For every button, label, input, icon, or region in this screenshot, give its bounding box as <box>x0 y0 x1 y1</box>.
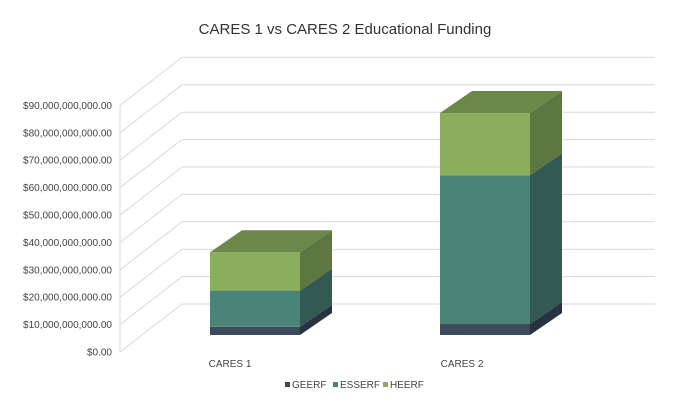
y-tick-label: $50,000,000,000.00 <box>23 211 112 222</box>
legend-label: HEERF <box>390 380 424 391</box>
legend-label: ESSERF <box>340 380 380 391</box>
y-tick-label: $0.00 <box>87 348 112 359</box>
bar-stack-cares-2 <box>440 91 562 335</box>
bar-stack-cares-1 <box>210 230 332 335</box>
bar-segment-heerf <box>440 113 530 176</box>
y-tick-label: $20,000,000,000.00 <box>23 293 112 304</box>
legend-label: GEERF <box>292 380 326 391</box>
bar-top-face <box>210 230 332 253</box>
bar-segment-side-heerf <box>300 230 332 291</box>
y-tick-label: $10,000,000,000.00 <box>23 320 112 331</box>
grid-line <box>119 139 655 188</box>
legend-swatch <box>333 382 338 387</box>
category-label: CARES 2 <box>441 359 484 370</box>
grid-line <box>119 111 655 161</box>
bars <box>210 91 562 335</box>
legend-swatch <box>285 382 290 387</box>
category-label: CARES 1 <box>209 359 252 370</box>
y-tick-label: $90,000,000,000.00 <box>23 101 112 112</box>
y-axis-tick-labels: $0.00 $10,000,000,000.00 $20,000,000,000.0… <box>23 101 112 359</box>
bar-segment-geerf <box>210 326 300 335</box>
grid-line <box>119 193 655 243</box>
grid-line <box>119 248 655 298</box>
grid-line <box>119 276 655 325</box>
bar-top-face <box>440 91 562 114</box>
bar-segment-esserf <box>440 175 530 325</box>
grid-line <box>119 56 655 106</box>
bar-segment-geerf <box>440 324 530 335</box>
chart-title: CARES 1 vs CARES 2 Educational Funding <box>199 21 492 38</box>
bar-segment-side-heerf <box>530 91 562 176</box>
grid-line <box>119 221 655 271</box>
y-tick-label: $40,000,000,000.00 <box>23 238 112 249</box>
grid-line <box>119 166 655 216</box>
y-tick-label: $70,000,000,000.00 <box>23 156 112 167</box>
legend-swatch <box>383 382 388 387</box>
grid-line <box>119 303 655 353</box>
legend: GEERF ESSERF HEERF <box>285 380 424 391</box>
bar-segment-heerf <box>210 252 300 291</box>
bar-segment-side-esserf <box>300 268 332 327</box>
y-tick-label: $30,000,000,000.00 <box>23 265 112 276</box>
bar-segment-side-geerf <box>530 302 562 335</box>
bar-segment-side-esserf <box>530 153 562 325</box>
y-tick-label: $80,000,000,000.00 <box>23 128 112 139</box>
grid-lines <box>119 56 655 353</box>
y-tick-label: $60,000,000,000.00 <box>23 183 112 194</box>
grid-line <box>119 84 655 134</box>
bar-segment-esserf <box>210 290 300 327</box>
category-labels: CARES 1 CARES 2 <box>209 359 484 370</box>
bar-segment-side-geerf <box>300 304 332 335</box>
